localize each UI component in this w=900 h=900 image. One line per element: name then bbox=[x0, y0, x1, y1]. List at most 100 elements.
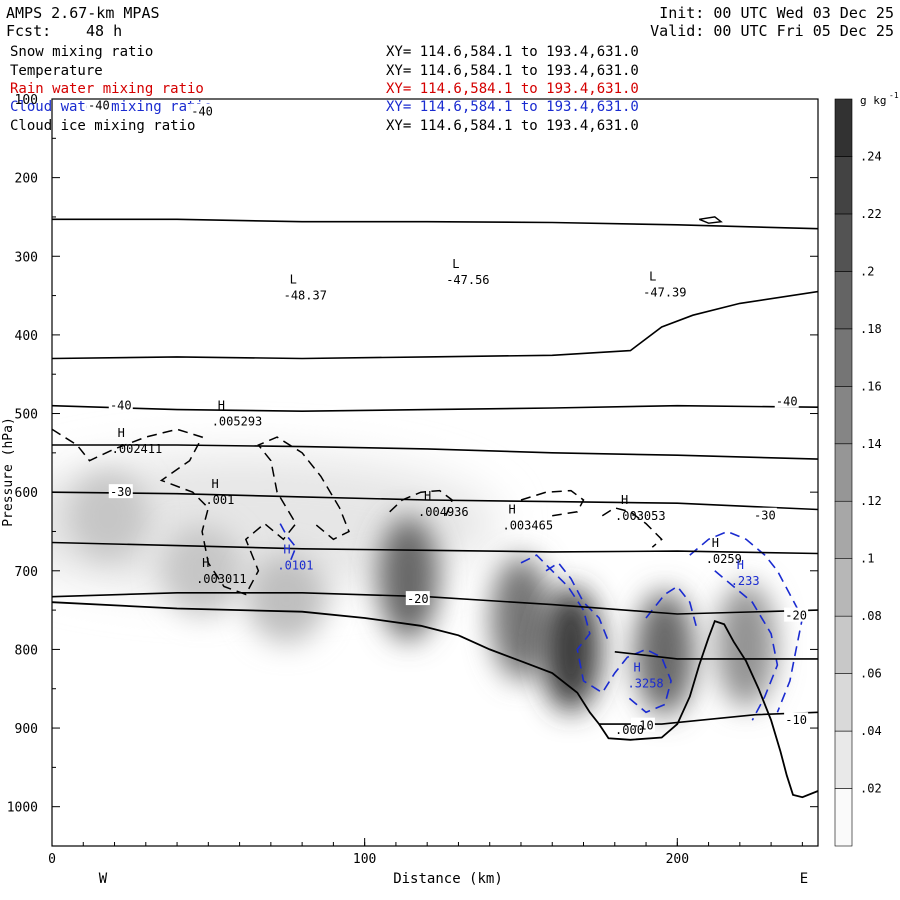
cloud-water-contour bbox=[545, 561, 610, 642]
colorbar-tick-label: .2 bbox=[860, 264, 874, 278]
colorbar-swatch bbox=[834, 98, 853, 157]
temperature-contour bbox=[52, 404, 818, 413]
colorbar-swatch bbox=[834, 500, 853, 559]
snow-maximum-blob bbox=[634, 591, 695, 716]
extremum-value: -48.37 bbox=[284, 289, 327, 303]
extremum-value: .000 bbox=[615, 723, 644, 737]
temperature-contour bbox=[614, 651, 818, 660]
extremum-value: .003053 bbox=[615, 509, 666, 523]
snow-maximum-blob bbox=[162, 525, 243, 616]
extremum-value: .005293 bbox=[212, 415, 263, 429]
y-tick-label: 300 bbox=[15, 250, 38, 265]
colorbar-tick-label: .04 bbox=[860, 724, 882, 738]
x-tick-label: 0 bbox=[48, 852, 56, 867]
contour-label-bg bbox=[108, 397, 133, 412]
contour-labels: -40 -40 -40 -40 -30 -30 -20 -20 -10 -10 L -48.37 L -4… bbox=[86, 97, 809, 737]
colorbar-tick-label: .12 bbox=[860, 494, 882, 508]
contour-label-bg bbox=[86, 97, 111, 112]
extremum-value: .004936 bbox=[418, 505, 469, 519]
colorbar-unit-exponent: -1 bbox=[889, 91, 899, 100]
extremum-value: .3258 bbox=[628, 676, 664, 690]
y-tick-label: 200 bbox=[15, 172, 38, 187]
contour-label-bg bbox=[630, 717, 655, 732]
field-temp-name: Temperature bbox=[10, 63, 103, 79]
colorbar-tick-label: .18 bbox=[860, 322, 882, 336]
colorbar-swatch bbox=[834, 213, 853, 272]
snow-maximum-blob bbox=[246, 553, 327, 644]
colorbar-swatch bbox=[834, 730, 853, 789]
snow-maximum-blob bbox=[68, 470, 149, 561]
y-tick-label: 900 bbox=[15, 722, 38, 737]
field-rain-xy: XY= 114.6,584.1 to 193.4,631.0 bbox=[386, 81, 639, 97]
field-temp-xy: XY= 114.6,584.1 to 193.4,631.0 bbox=[386, 63, 639, 79]
colorbar-tick-label: .16 bbox=[860, 379, 882, 393]
temperature-contour bbox=[52, 541, 818, 555]
y-tick-label: 800 bbox=[15, 643, 38, 658]
temperature-contour bbox=[52, 218, 818, 230]
cloud-water-contour bbox=[520, 554, 672, 714]
contour-label-bg bbox=[784, 607, 809, 622]
field-cloudice-xy: XY= 114.6,584.1 to 193.4,631.0 bbox=[386, 118, 639, 134]
east-label: E bbox=[800, 871, 808, 887]
field-snow-xy: XY= 114.6,584.1 to 193.4,631.0 bbox=[386, 44, 639, 60]
contour-label-bg bbox=[108, 484, 133, 499]
snow-maximum-blob bbox=[490, 555, 551, 680]
extremum-value: -47.39 bbox=[643, 286, 686, 300]
colorbar-tick-label: .14 bbox=[860, 437, 882, 451]
colorbar-swatch bbox=[834, 328, 853, 387]
colorbar-tick-label: .06 bbox=[860, 667, 882, 681]
extremum-value: .0101 bbox=[277, 558, 313, 572]
y-tick-label: 100 bbox=[15, 93, 38, 108]
valid-time: Valid: 00 UTC Fri 05 Dec 25 bbox=[650, 22, 894, 40]
extremum-marker: H bbox=[202, 556, 209, 570]
extremum-marker: H bbox=[621, 493, 628, 507]
snow-maximum-blob bbox=[378, 516, 439, 641]
colorbar-tick-label: .1 bbox=[860, 552, 874, 566]
extremum-marker: H bbox=[712, 536, 719, 550]
y-tick-label: 1000 bbox=[7, 801, 38, 816]
extremum-marker: H bbox=[211, 477, 218, 491]
extremum-marker: H bbox=[634, 660, 641, 674]
cloud-ice-contour bbox=[52, 428, 350, 596]
contour-label: -40 bbox=[191, 105, 213, 119]
snow-maximum-blob bbox=[716, 583, 777, 708]
cloud-water-contour bbox=[714, 570, 779, 721]
colorbar: .02 .04 .06 .08 .1 .12 .14 .16 .18 .2 .22 .24 bbox=[834, 98, 882, 847]
extremum-value: .0259 bbox=[706, 552, 742, 566]
extremum-marker: H bbox=[283, 542, 290, 556]
cloud-ice-contour bbox=[601, 507, 663, 548]
y-axis-label: Pressure (hPa) bbox=[1, 417, 16, 527]
y-tick-label: 600 bbox=[15, 486, 38, 501]
extremum-value: .002411 bbox=[112, 442, 163, 456]
contour-label-bg bbox=[405, 591, 430, 606]
field-snow-name: Snow mixing ratio bbox=[10, 44, 154, 60]
extremum-marker: H bbox=[737, 558, 744, 572]
extremum-value: .233 bbox=[731, 574, 760, 588]
x-tick-label: 100 bbox=[353, 852, 376, 867]
extremum-marker: H bbox=[508, 502, 515, 516]
plot-frame bbox=[51, 98, 819, 847]
cloud-ice-contour bbox=[520, 489, 585, 517]
contour-label: -40 bbox=[776, 395, 798, 409]
colorbar-tick-label: .08 bbox=[860, 609, 882, 623]
contour-label: -40 bbox=[88, 98, 110, 112]
contour-label-bg bbox=[784, 712, 809, 727]
contour-label-bg bbox=[190, 103, 215, 118]
extremum-marker: H bbox=[218, 399, 225, 413]
axes: 100 200 300 400 500 600 700 800 900 1000 0 100 200 bbox=[7, 93, 818, 867]
colorbar-swatch bbox=[834, 443, 853, 502]
contour-label: -20 bbox=[407, 592, 429, 606]
extremum-marker: L bbox=[290, 273, 297, 287]
colorbar-swatch bbox=[834, 615, 853, 674]
y-tick-label: 500 bbox=[15, 408, 38, 423]
temperature-contour bbox=[52, 290, 818, 360]
temperature-contour bbox=[698, 216, 723, 224]
model-title: AMPS 2.67-km MPAS bbox=[6, 4, 160, 22]
extremum-value: .003465 bbox=[502, 518, 553, 532]
cloud-water-contour bbox=[279, 523, 297, 564]
init-time: Init: 00 UTC Wed 03 Dec 25 bbox=[659, 4, 894, 22]
field-cloudice-name: Cloud ice mixing ratio bbox=[10, 118, 196, 134]
contour-label-bg bbox=[774, 393, 799, 408]
colorbar-swatch bbox=[834, 788, 853, 847]
